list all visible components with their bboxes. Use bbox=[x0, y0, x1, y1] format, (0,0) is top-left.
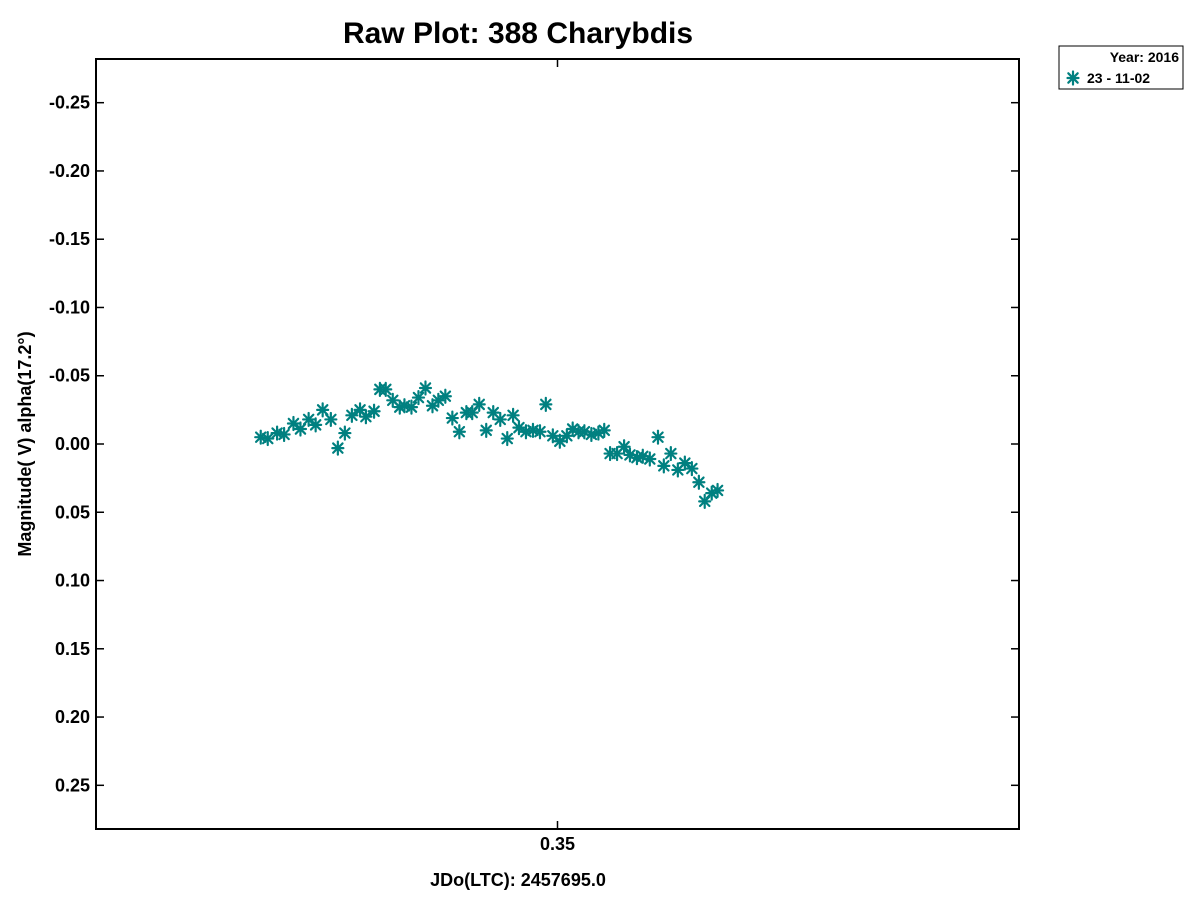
y-tick-label: -0.10 bbox=[49, 297, 90, 317]
data-point bbox=[438, 388, 452, 404]
data-point bbox=[316, 402, 330, 418]
legend-asterisk-icon bbox=[1066, 70, 1080, 86]
data-point bbox=[472, 396, 486, 413]
data-point bbox=[500, 430, 514, 447]
y-tick-label: 0.20 bbox=[55, 707, 90, 727]
data-point bbox=[277, 426, 291, 443]
data-point bbox=[359, 409, 373, 425]
legend-header: Year: 2016 bbox=[1110, 49, 1179, 65]
y-tick-label: 0.10 bbox=[55, 571, 90, 591]
legend-box bbox=[1058, 45, 1184, 90]
data-point bbox=[506, 407, 520, 423]
y-tick-label: -0.05 bbox=[49, 366, 90, 386]
data-point bbox=[651, 429, 665, 445]
y-tick-label: 0.05 bbox=[55, 502, 90, 522]
legend-entry-label: 23 - 11-02 bbox=[1087, 70, 1150, 86]
data-point bbox=[293, 421, 308, 437]
data-point bbox=[710, 482, 725, 499]
data-point bbox=[418, 380, 433, 396]
y-tick-label: 0.15 bbox=[55, 639, 90, 659]
data-point bbox=[367, 403, 381, 419]
data-point bbox=[452, 424, 466, 440]
data-point bbox=[338, 425, 352, 441]
data-points bbox=[254, 380, 725, 509]
data-point bbox=[685, 460, 699, 477]
legend: Year: 2016 23 - 11-02 bbox=[1058, 45, 1184, 90]
data-point bbox=[324, 411, 338, 428]
data-point bbox=[379, 381, 393, 397]
y-axis-label: Magnitude( V) alpha(17.2°) bbox=[15, 331, 35, 556]
data-point bbox=[617, 439, 631, 455]
y-tick-label: 0.25 bbox=[55, 775, 90, 795]
data-point bbox=[692, 474, 706, 490]
x-axis: 0.35 bbox=[540, 59, 575, 854]
y-tick-label: -0.25 bbox=[49, 93, 90, 113]
data-point bbox=[261, 430, 275, 447]
data-point bbox=[597, 422, 611, 438]
x-tick-label: 0.35 bbox=[540, 834, 575, 854]
data-point bbox=[657, 458, 671, 474]
y-tick-label: -0.20 bbox=[49, 161, 90, 181]
data-point bbox=[479, 422, 493, 438]
data-point bbox=[309, 417, 323, 433]
data-point bbox=[493, 411, 507, 428]
legend-marker-icon bbox=[1066, 70, 1080, 86]
data-point bbox=[643, 451, 657, 467]
data-point bbox=[486, 404, 500, 421]
y-tick-label: 0.00 bbox=[55, 434, 90, 454]
x-axis-label: JDo(LTC): 2457695.0 bbox=[430, 870, 606, 890]
data-point bbox=[404, 399, 419, 415]
data-point bbox=[664, 445, 678, 462]
data-point bbox=[533, 424, 547, 440]
data-point bbox=[331, 440, 345, 456]
chart-title: Raw Plot: 388 Charybdis bbox=[343, 17, 693, 50]
y-axis: -0.25 -0.20 -0.15 -0.10 -0.05 0.00 0.05 0.10 0.1… bbox=[49, 93, 1019, 795]
data-point bbox=[411, 389, 426, 406]
data-point bbox=[445, 410, 459, 426]
data-point bbox=[539, 396, 553, 413]
y-tick-label: -0.15 bbox=[49, 229, 90, 249]
